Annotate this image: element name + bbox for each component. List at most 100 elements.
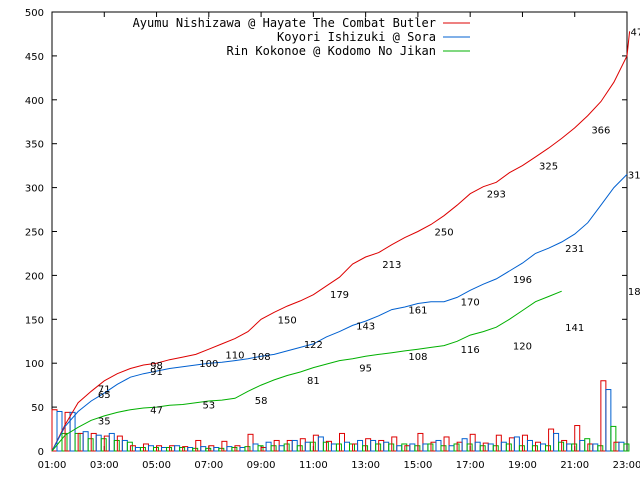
data-label: 47 [150,406,163,417]
hist-bar-green [545,445,552,452]
hist-bar-blue [526,439,533,452]
hist-bar-green [270,445,277,452]
data-label: 161 [408,306,427,317]
hist-bar-blue [409,443,416,452]
data-label: 143 [356,321,375,332]
hist-bar-blue [357,439,364,452]
hist-bar-green [466,443,473,452]
hist-bar-blue [317,436,324,452]
data-label: 95 [359,364,372,375]
hist-bar-green [218,447,225,452]
y-tick-label: 100 [25,359,44,370]
hist-bar-green [558,441,565,452]
hist-bar-blue [304,441,311,452]
hist-bar-green [505,443,512,452]
data-label: 116 [461,345,480,356]
hist-bar-red [286,439,293,452]
x-tick-label: 17:00 [456,460,485,471]
hist-bar-blue [500,441,507,452]
hist-bar-red [600,380,607,452]
hist-bar-green [388,443,395,452]
hist-bar-blue [121,439,128,452]
hist-bar-red [51,409,58,452]
data-label: 293 [487,190,506,201]
hist-bar-blue [592,443,599,452]
hist-bar-green [453,443,460,452]
hist-bar-blue [396,445,403,452]
hist-bar-red [90,432,97,452]
x-tick-label: 13:00 [351,460,380,471]
data-label: 98 [150,361,163,372]
hist-bar-red [325,440,332,452]
hist-bar-red [443,436,450,452]
hist-bar-red [535,441,542,452]
hist-bar-red [378,439,385,452]
data-label: 108 [252,352,271,363]
hist-bar-blue [82,431,89,452]
hist-bar-green [597,445,604,452]
hist-bar-red [260,446,267,452]
hist-bar-red [299,438,306,452]
x-tick-label: 03:00 [90,460,119,471]
hist-bar-green [610,425,617,452]
hist-bar-blue [513,436,520,452]
legend-label: Koyori Ishizuki @ Sora [277,30,436,44]
hist-bar-green [139,446,146,452]
hist-bar-green [283,443,290,452]
x-tick-label: 11:00 [299,460,328,471]
hist-bar-blue [579,439,586,452]
hist-bar-green [192,447,199,452]
x-tick-label: 07:00 [194,460,223,471]
hist-bar-blue [291,439,298,452]
series-line-2 [51,290,562,452]
y-tick-label: 250 [25,228,44,239]
hist-bar-green [205,447,212,452]
hist-bar-red [116,435,123,452]
data-label: 366 [591,126,610,137]
data-label: 150 [278,315,297,326]
hist-bar-blue [605,389,612,452]
data-label: 250 [434,228,453,239]
hist-bar-green [427,443,434,452]
hist-bar-green [335,443,342,452]
hist-bar-blue [174,445,181,452]
data-label: 141 [565,323,584,334]
hist-bar-green [231,446,238,452]
hist-bar-red [312,434,319,452]
hist-bar-red [404,445,411,452]
hist-bar-green [584,438,591,452]
data-label: 213 [382,260,401,271]
hist-bar-green [518,445,525,452]
hist-bar-green [571,443,578,452]
data-label: 196 [513,275,532,286]
y-tick-label: 400 [25,96,44,107]
legend-label: Ayumu Nishizawa @ Hayate The Combat Butl… [133,16,436,30]
hist-bar-green [296,445,303,452]
hist-bar-blue [161,446,168,452]
hist-bar-blue [461,438,468,452]
hist-bar-blue [448,445,455,452]
hist-bar-blue [265,441,272,452]
hist-bar-green [309,441,316,452]
hist-bar-blue [422,443,429,452]
hist-bar-blue [474,441,481,452]
data-label: 120 [513,342,532,353]
hist-bar-blue [278,445,285,452]
series-line-1 [51,174,628,452]
legend-label: Rin Kokonoe @ Kodomo No Jikan [226,44,436,58]
hist-bar-red [339,432,345,452]
data-label: 100 [199,359,218,370]
hist-bar-red [574,425,581,452]
data-label: 478 [631,27,640,38]
hist-bar-red [156,445,163,452]
hist-bar-blue [213,446,220,452]
y-tick-label: 350 [25,140,44,151]
data-label: 110 [225,350,244,361]
hist-bar-blue [566,443,573,452]
hist-bar-green [113,439,120,452]
hist-bar-green [87,438,94,452]
data-label: 182 [628,287,640,298]
data-label: 108 [408,352,427,363]
hist-bar-red [129,445,136,452]
hist-bar-blue [200,446,207,452]
